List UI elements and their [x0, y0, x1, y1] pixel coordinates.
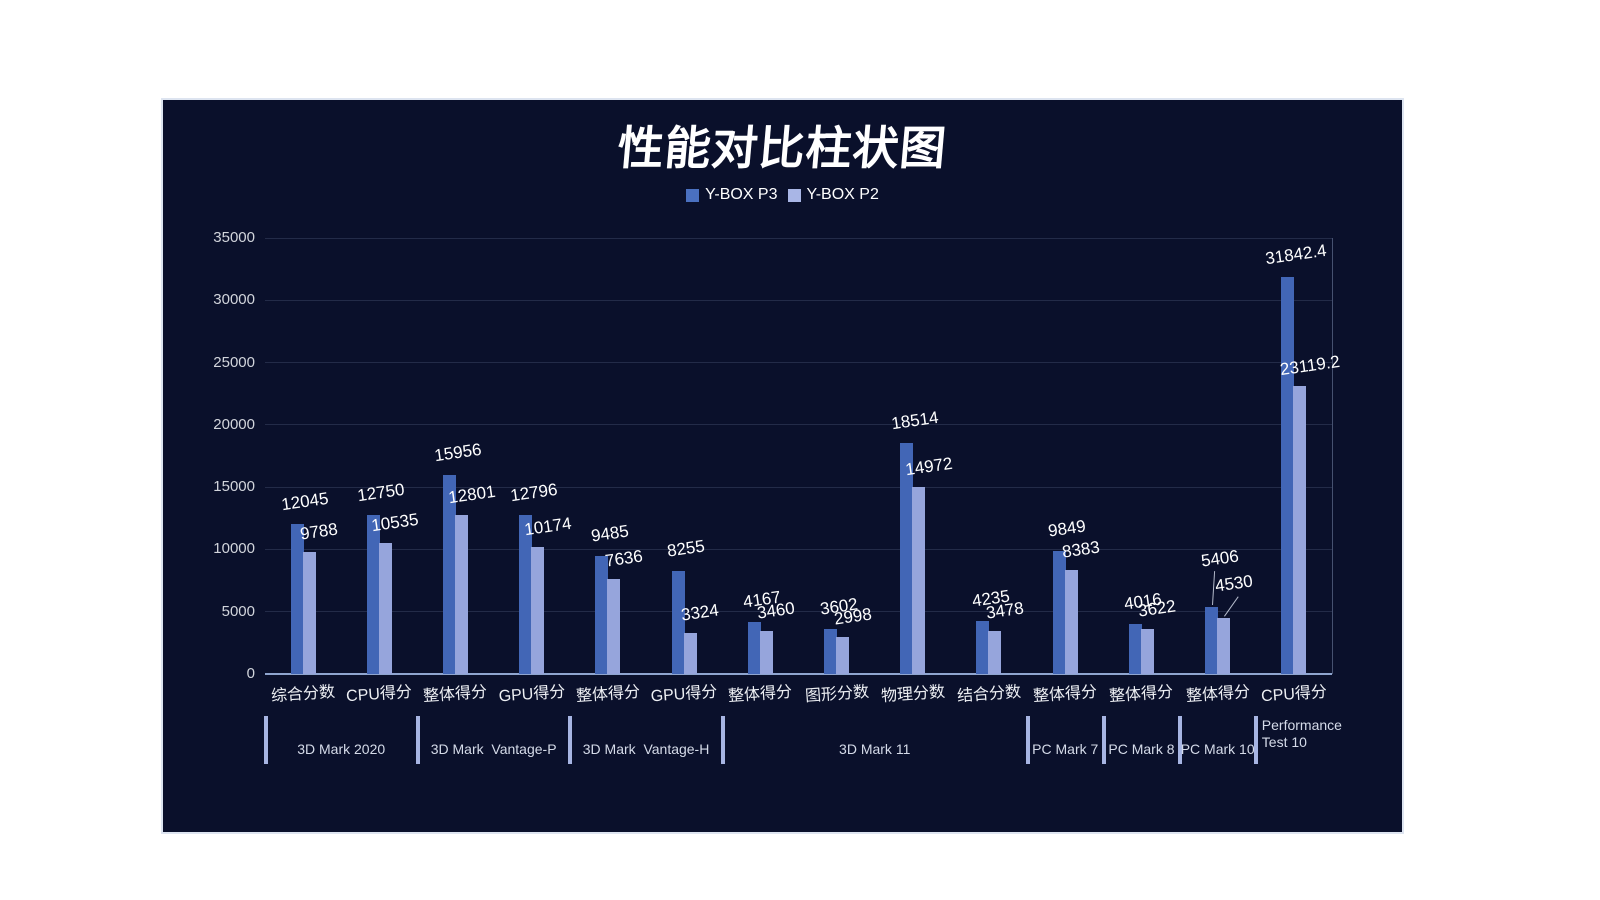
category-label: GPU得分	[650, 683, 718, 706]
category-label: 物理分数	[880, 683, 946, 706]
category-label: 整体得分	[575, 683, 641, 706]
category-label: CPU得分	[345, 683, 413, 706]
bar-p2-12[interactable]	[1217, 617, 1231, 674]
data-label-p3-8: 18514	[890, 408, 940, 434]
bar-p3-5[interactable]	[671, 571, 685, 674]
bar-p3-2[interactable]	[442, 475, 456, 674]
group-separator	[720, 716, 725, 764]
category-label: GPU得分	[497, 683, 566, 706]
bar-p3-3[interactable]	[519, 514, 533, 674]
data-label-p3-2: 15956	[432, 440, 483, 466]
plot-right-border	[1332, 238, 1333, 674]
bar-p3-12[interactable]	[1205, 606, 1219, 674]
bar-p2-7[interactable]	[836, 636, 849, 674]
group-separator	[1254, 716, 1259, 764]
x-axis-line	[265, 673, 1332, 675]
group-separator	[263, 716, 268, 764]
category-label: 结合分数	[956, 683, 1022, 706]
gridline	[265, 424, 1332, 426]
bar-p3-1[interactable]	[366, 515, 380, 674]
bar-p2-6[interactable]	[759, 630, 773, 674]
group-label: PC Mark 7	[1032, 741, 1099, 757]
data-label-p3-13: 31842.4	[1264, 241, 1328, 269]
y-tick-label: 10000	[213, 540, 255, 558]
label-leader-line	[1223, 595, 1239, 617]
bar-p3-7[interactable]	[824, 629, 837, 674]
legend-item-p3[interactable]: Y-BOX P3	[686, 186, 778, 204]
group-separator	[415, 716, 420, 764]
bar-p2-11[interactable]	[1140, 628, 1154, 674]
data-label-p2-13: 23119.2	[1278, 351, 1341, 380]
bar-p2-8[interactable]	[912, 487, 926, 674]
category-label: 整体得分	[422, 683, 489, 706]
legend-swatch-icon	[787, 188, 801, 202]
bar-p2-4[interactable]	[607, 578, 621, 674]
data-label-p3-3: 12796	[508, 479, 559, 505]
category-label: 整体得分	[1032, 683, 1098, 706]
category-label: 综合分数	[270, 683, 336, 706]
bar-p2-13[interactable]	[1293, 386, 1307, 674]
bar-p2-1[interactable]	[378, 542, 392, 674]
y-tick-label: 30000	[213, 291, 255, 309]
gridline	[265, 611, 1332, 613]
bar-p2-10[interactable]	[1064, 569, 1078, 674]
group-separator	[1101, 716, 1106, 764]
gridline	[265, 362, 1332, 364]
gridline	[265, 237, 1332, 239]
bar-p3-9[interactable]	[976, 621, 990, 674]
bar-p3-11[interactable]	[1128, 623, 1142, 674]
category-label: 整体得分	[1108, 683, 1174, 706]
bar-p2-9[interactable]	[988, 630, 1002, 674]
bar-p3-13[interactable]	[1281, 277, 1295, 674]
gridline	[265, 548, 1332, 550]
group-label: Performance Test 10	[1261, 717, 1342, 750]
y-tick-label: 5000	[221, 602, 255, 620]
y-tick-label: 25000	[213, 353, 255, 371]
group-separator	[568, 716, 573, 764]
legend-label: Y-BOX P2	[806, 186, 879, 203]
legend: Y-BOX P3 Y-BOX P2	[163, 186, 1402, 204]
group-label: 3D Mark Vantage-P	[430, 741, 557, 757]
data-label-p2-8: 14972	[904, 454, 954, 480]
bar-p2-0[interactable]	[302, 552, 316, 674]
group-label: 3D Mark 2020	[297, 741, 386, 757]
y-tick-label: 35000	[213, 229, 255, 246]
category-label: CPU得分	[1260, 683, 1328, 706]
bar-p3-4[interactable]	[595, 555, 609, 674]
bar-p3-6[interactable]	[747, 622, 761, 674]
group-separator	[1178, 716, 1183, 764]
category-label: 图形分数	[804, 683, 870, 706]
group-label: PC Mark 8	[1108, 741, 1175, 757]
group-separator	[1025, 716, 1030, 764]
bar-p2-3[interactable]	[531, 547, 545, 674]
gridline	[265, 486, 1332, 488]
y-tick-label: 0	[246, 665, 255, 682]
group-label: 3D Mark 11	[839, 741, 911, 757]
bar-p3-8[interactable]	[900, 443, 914, 674]
legend-label: Y-BOX P3	[705, 186, 778, 203]
plot-area: 0 5000 10000 15000 20000 25000 30000 35000 12045…	[163, 100, 1402, 832]
gridline	[265, 299, 1332, 301]
chart-panel: 性能对比柱状图 Y-BOX P3 Y-BOX P2 0 5000 10000 15000…	[163, 100, 1402, 832]
legend-swatch-icon	[686, 188, 700, 202]
bar-p2-2[interactable]	[454, 514, 468, 674]
y-tick-label: 15000	[213, 478, 255, 496]
data-label-p2-1: 10535	[370, 509, 420, 535]
y-tick-label: 20000	[213, 415, 255, 433]
group-label: PC Mark 10	[1180, 741, 1255, 757]
bar-p3-10[interactable]	[1052, 551, 1066, 674]
bar-p3-0[interactable]	[290, 523, 304, 674]
bar-p2-5[interactable]	[683, 632, 697, 674]
category-label: 整体得分	[1185, 683, 1251, 706]
group-label: 3D Mark Vantage-H	[582, 741, 710, 757]
legend-item-p2[interactable]: Y-BOX P2	[787, 186, 879, 204]
category-label: 整体得分	[727, 683, 793, 706]
